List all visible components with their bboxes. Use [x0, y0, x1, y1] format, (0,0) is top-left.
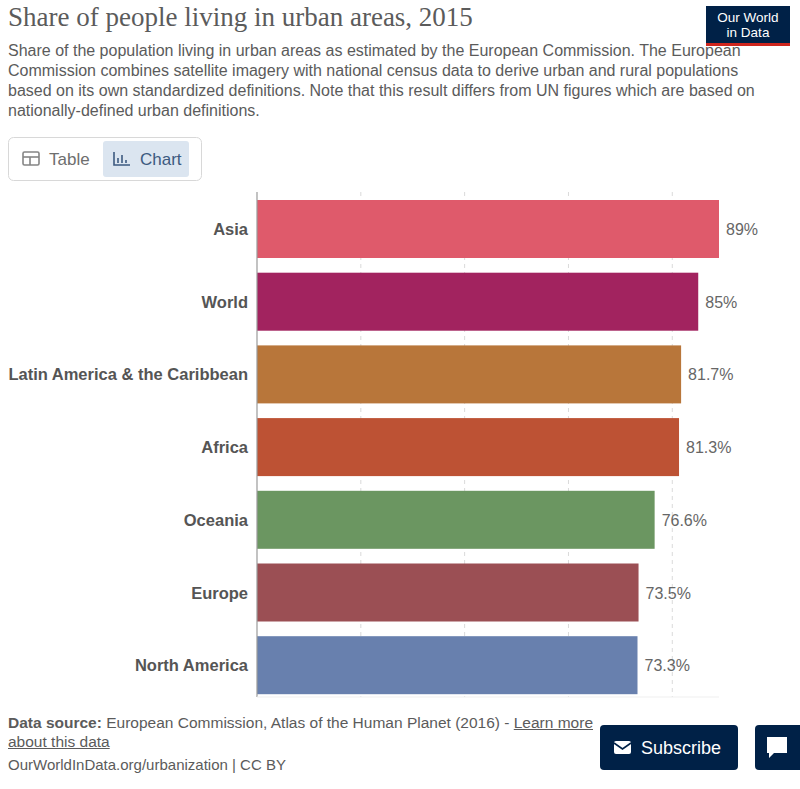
table-icon — [23, 156, 39, 158]
category-label: North America — [135, 656, 249, 674]
chat-button[interactable] — [755, 725, 800, 770]
bar — [257, 491, 655, 549]
source-text: European Commission, Atlas of the Human … — [106, 714, 509, 731]
chart-icon — [117, 158, 119, 163]
subscribe-icon — [614, 741, 631, 754]
source-label: Data source: — [8, 714, 102, 731]
chart-icon — [114, 152, 130, 165]
chat-icon — [767, 737, 787, 758]
subscribe-label: Subscribe — [641, 738, 721, 758]
bar — [257, 200, 719, 258]
table-icon — [23, 152, 39, 165]
logo-text: in Data — [727, 25, 770, 40]
logo[interactable]: Our Worldin Data — [706, 6, 790, 46]
category-label: Europe — [191, 584, 248, 602]
category-label: Oceania — [184, 511, 249, 529]
subscribe-bg — [600, 725, 738, 770]
tab[interactable]: Chart — [103, 141, 189, 177]
data-label: 81.7% — [688, 366, 733, 383]
table-icon — [29, 157, 31, 165]
category-label: Latin America & the Caribbean — [8, 365, 248, 383]
bar — [257, 345, 681, 403]
subscribe-icon — [614, 743, 631, 749]
data-label: 85% — [705, 294, 737, 311]
category-label: World — [202, 293, 248, 311]
data-label: 89% — [726, 221, 758, 238]
source: Data source: European Commission, Atlas … — [8, 713, 598, 751]
data-label: 73.5% — [646, 585, 691, 602]
tab-active-bg — [103, 141, 189, 177]
tab-label: Table — [49, 150, 90, 169]
bar — [257, 564, 639, 622]
subscribe-button[interactable]: Subscribe — [600, 725, 738, 770]
canvas: Our Worldin Data Table Chart Asia 89% World 85… — [0, 0, 800, 789]
title: Share of people living in urban areas, 2… — [8, 2, 473, 33]
logo-text: Our World — [717, 10, 778, 25]
chat-bg — [755, 725, 800, 770]
bar — [257, 636, 638, 694]
category-label: Africa — [201, 438, 249, 456]
data-label: 76.6% — [662, 512, 707, 529]
bar — [257, 273, 698, 331]
bar — [257, 418, 679, 476]
bars — [257, 200, 719, 694]
chart-icon — [125, 160, 127, 163]
tab-label: Chart — [140, 150, 182, 169]
logo-box — [706, 6, 790, 46]
tab[interactable]: Table — [23, 150, 90, 169]
chart-icon — [121, 155, 123, 163]
logo-underline — [706, 43, 790, 46]
url: OurWorldInData.org/urbanization | CC BY — [8, 756, 286, 773]
subtitle: Share of the population living in urban … — [8, 41, 768, 121]
category-label: Asia — [213, 220, 249, 238]
data-label: 81.3% — [686, 439, 731, 456]
axis-line — [256, 192, 257, 697]
tab-group — [9, 138, 202, 181]
data-label: 73.3% — [645, 657, 690, 674]
axis-range-line — [257, 697, 719, 698]
